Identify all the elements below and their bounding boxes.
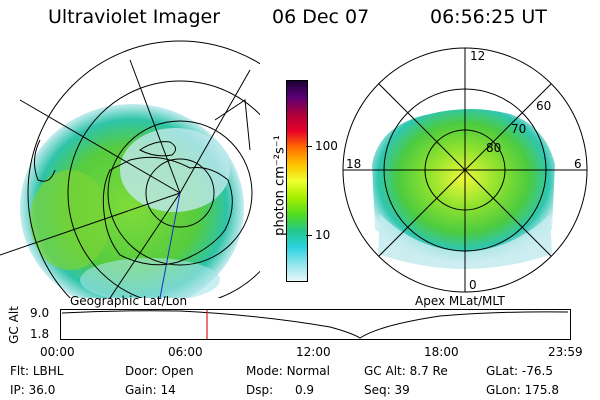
time-label: 06:56:25 UT: [430, 6, 547, 28]
status-gain-value: 14: [160, 383, 176, 397]
timeline-xtick-0: 00:00: [40, 345, 75, 359]
colorbar-label-10: 10: [315, 228, 331, 242]
geo-lon-lines: [0, 59, 251, 298]
mlat-label-60: 60: [536, 99, 551, 113]
status-dsp: Dsp: 0.9: [246, 383, 315, 397]
timeline-ytick-top: 9.0: [30, 306, 50, 320]
magnetic-caption: Apex MLat/MLT: [415, 294, 505, 308]
status-dsp-value: 0.9: [294, 383, 315, 397]
mlt-label-left: 18: [346, 157, 361, 171]
status-glat: GLat: -76.5: [486, 364, 553, 378]
status-mode: Mode: Normal: [246, 364, 330, 378]
magnetic-map: 12 18 6 0 60 70 80: [342, 47, 588, 293]
timeline-xtick-4: 23:59: [548, 345, 583, 359]
colorbar: [286, 80, 308, 282]
status-door-value: Open: [161, 364, 194, 378]
continent-outline: [102, 156, 233, 266]
altitude-timeline: [60, 309, 571, 340]
instrument-title: Ultraviolet Imager: [48, 6, 221, 28]
timeline-ylabel: GC Alt: [7, 306, 21, 344]
status-ip: IP: 36.0: [10, 383, 56, 397]
date-label: 06 Dec 07: [272, 6, 370, 28]
status-gc-alt: GC Alt: 8.7 Re: [364, 364, 448, 378]
timeline-ytick-bottom: 1.8: [30, 327, 50, 341]
colorbar-tick-10: [306, 235, 312, 236]
mlat-label-70: 70: [511, 122, 526, 136]
status-door: Door: Open: [125, 364, 194, 378]
status-mode-value: Normal: [286, 364, 330, 378]
mlt-label-top: 12: [470, 49, 485, 63]
timeline-xtick-2: 12:00: [296, 345, 331, 359]
aurora-oval: [372, 109, 555, 262]
status-glon-value: 175.8: [524, 383, 559, 397]
status-seq-value: 39: [394, 383, 410, 397]
status-gain: Gain: 14: [125, 383, 176, 397]
geo-lat-circles: [27, 40, 260, 298]
timeline-xtick-3: 18:00: [424, 345, 459, 359]
status-seq: Seq: 39: [364, 383, 410, 397]
status-filter-value: LBHL: [32, 364, 64, 378]
colorbar-tick-100: [306, 146, 312, 147]
status-gc-alt-value: 8.7 Re: [409, 364, 448, 378]
status-filter: Flt: LBHL: [10, 364, 64, 378]
colorbar-label-100: 100: [315, 139, 338, 153]
altitude-curve: [61, 310, 569, 339]
mlt-lines: [343, 48, 587, 292]
mlt-label-bottom: 0: [469, 278, 477, 292]
colorbar-unit-label: photon cm⁻²s⁻¹: [272, 135, 288, 236]
mlt-label-right: 6: [574, 157, 582, 171]
geographic-caption: Geographic Lat/Lon: [70, 294, 188, 308]
status-glon: GLon: 175.8: [486, 383, 559, 397]
geographic-map: [0, 40, 260, 298]
colorbar-gradient: [287, 81, 307, 281]
status-glat-value: -76.5: [521, 364, 553, 378]
status-ip-value: 36.0: [28, 383, 56, 397]
mlat-label-80: 80: [486, 141, 501, 155]
timeline-xtick-1: 06:00: [168, 345, 203, 359]
